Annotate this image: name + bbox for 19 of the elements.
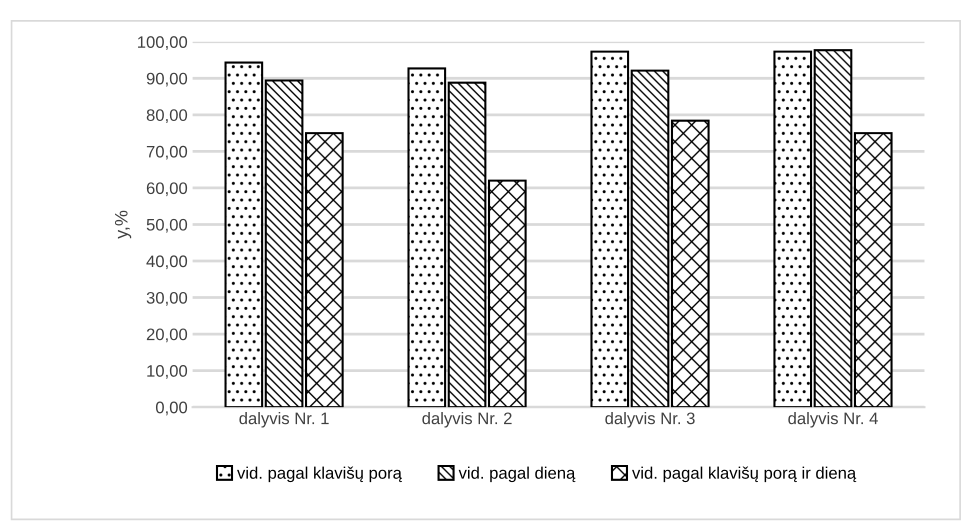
y-tick-label: 20,00	[146, 328, 188, 342]
y-tick-label: 40,00	[146, 255, 188, 270]
y-tick-label: 70,00	[146, 146, 188, 160]
y-tick-label: 60,00	[146, 182, 188, 196]
y-tick-label: 80,00	[146, 109, 188, 124]
x-tick-label: dalyvis Nr. 3	[605, 412, 695, 428]
legend-label: vid. pagal klavišų porą ir dieną	[632, 466, 856, 482]
y-tick-label: 50,00	[146, 218, 188, 233]
y-axis-title: y,%	[114, 210, 132, 239]
y-tick-label: 90,00	[146, 72, 188, 86]
legend-label: vid. pagal klavišų porą	[237, 466, 402, 482]
legend-label: vid. pagal dieną	[458, 466, 576, 482]
y-tick-label: 30,00	[146, 292, 188, 306]
x-tick-label: dalyvis Nr. 2	[422, 412, 512, 428]
x-tick-label: dalyvis Nr. 4	[788, 412, 878, 428]
x-tick-label: dalyvis Nr. 1	[239, 412, 329, 428]
y-tick-label: 10,00	[147, 365, 188, 379]
y-tick-label: 100,00	[138, 36, 188, 50]
y-tick-label: 0,00	[156, 402, 188, 416]
